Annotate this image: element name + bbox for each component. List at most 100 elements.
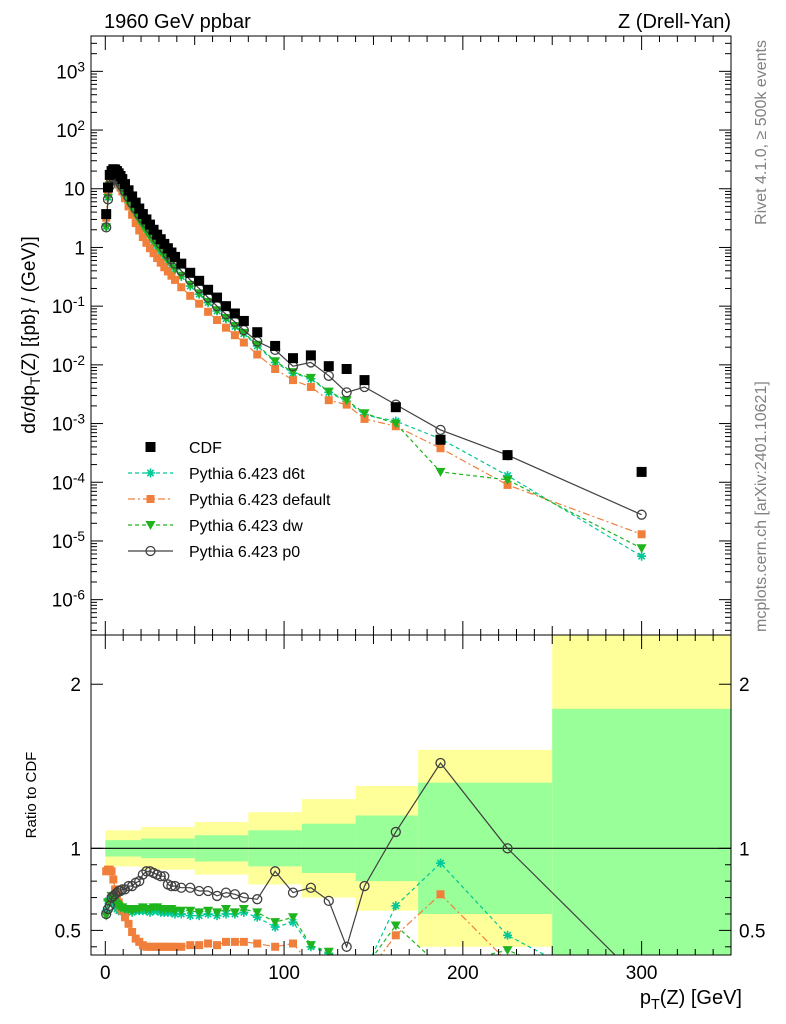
y-tick-label: 103 (56, 59, 85, 83)
ratio-point-def (109, 875, 118, 884)
point-p0 (341, 387, 352, 398)
point-cdf (636, 466, 647, 477)
point-def (186, 291, 195, 300)
point-def (138, 233, 147, 242)
legend-entry-dw: Pythia 6.423 dw (128, 518, 303, 535)
point-def (289, 376, 298, 385)
point-p0 (102, 194, 114, 205)
point-def (306, 382, 315, 391)
point-cdf (238, 315, 249, 326)
y-tick-label: 10-4 (52, 470, 86, 494)
ratio-point-dw (194, 908, 205, 918)
ratio-point-p0 (126, 880, 138, 892)
point-dw (270, 357, 281, 367)
ratio-point-dw (229, 908, 240, 918)
point-def (271, 364, 280, 373)
ratio-point-def (391, 931, 400, 940)
side-mcplots: mcplots.cern.ch [arXiv:2401.10621] (753, 381, 770, 632)
ratio-point-def (271, 942, 280, 951)
point-cdf (341, 363, 352, 374)
point-cdf (359, 375, 370, 386)
ratio-point-p0 (269, 866, 281, 877)
point-def (160, 263, 169, 272)
point-def (128, 210, 137, 219)
series-cdf (101, 164, 647, 477)
ratio-point-p0 (305, 882, 317, 893)
ratio-point-p0 (141, 866, 152, 877)
ratio-point-p0 (287, 887, 299, 898)
point-cdf (252, 327, 263, 338)
y-tick-label: 10 (64, 180, 85, 201)
point-def (131, 219, 140, 228)
point-cdf (323, 361, 334, 372)
y-tick-label: 10-2 (52, 353, 85, 377)
ratio-point-def (195, 941, 204, 950)
point-def (503, 480, 512, 489)
point-def (145, 244, 154, 253)
point-dw (305, 373, 316, 383)
point-def (149, 249, 158, 258)
y-tick-label: 102 (56, 118, 85, 142)
point-def (177, 283, 186, 292)
ratio-point-dw (252, 908, 263, 918)
ratio-point-p0 (117, 884, 128, 895)
main-frame-bg (91, 36, 731, 635)
ratio-point-p0 (435, 757, 446, 769)
legend-label: Pythia 6.423 p0 (189, 544, 300, 561)
ratio-y-tick-label: 2 (70, 675, 81, 696)
point-def (204, 307, 213, 316)
point-cdf (134, 203, 145, 214)
point-cdf (212, 292, 223, 303)
legend-entry-d6t: Pythia 6.423 d6t (128, 466, 305, 483)
ratio-point-def (307, 961, 315, 969)
point-def (230, 331, 239, 340)
ratio-point-def (221, 937, 230, 946)
point-cdf (220, 301, 231, 312)
legend-label: Pythia 6.423 default (189, 492, 331, 509)
ratio-point-d6t (101, 906, 111, 916)
point-cdf (288, 353, 299, 364)
point-def (213, 316, 222, 325)
point-d6t (503, 471, 513, 481)
legend-entry-cdf: CDF (145, 440, 222, 457)
legend-marker (146, 468, 155, 478)
point-dw (238, 328, 249, 338)
ratio-series (101, 757, 616, 969)
point-cdf (119, 179, 130, 190)
legend-marker (145, 521, 156, 530)
point-p0 (636, 509, 647, 520)
ratio-point-dw (220, 905, 231, 915)
point-cdf (170, 251, 181, 262)
point-p0 (323, 370, 334, 381)
point-cdf (102, 182, 113, 193)
x-axis-label: pT(Z) [GeV] (640, 987, 742, 1013)
point-cdf (141, 214, 152, 225)
ratio-point-def (436, 890, 445, 899)
point-cdf (305, 350, 316, 361)
ratio-y-tick-label: 1 (70, 839, 81, 860)
ratio-point-dw (212, 908, 223, 918)
point-def (239, 338, 248, 347)
ratio-point-dw (502, 946, 513, 955)
point-def (324, 396, 333, 405)
point-cdf (144, 219, 155, 230)
ratio-point-p0 (155, 871, 166, 882)
ratio-point-p0 (211, 890, 223, 902)
side-rivet: Rivet 4.1.0, ≥ 500k events (753, 40, 770, 225)
point-dw (101, 223, 112, 233)
ratio-point-def (171, 942, 180, 951)
ratio-point-p0 (359, 880, 370, 892)
ratio-point-def (289, 939, 298, 948)
band-green (552, 708, 731, 955)
point-cdf (502, 450, 513, 461)
ratio-point-p0 (341, 941, 352, 952)
ratio-point-def (504, 958, 512, 966)
ratio-panel: 0.5 0.5 1 1 2 2 Ratio to CDF (23, 634, 765, 969)
point-cdf (130, 197, 141, 208)
ratio-y-tick-label: 0.5 (55, 921, 81, 942)
legend-marker (146, 495, 155, 503)
x-axis-ticks: 0 100 200 300 (100, 36, 714, 984)
main-series (101, 164, 647, 561)
